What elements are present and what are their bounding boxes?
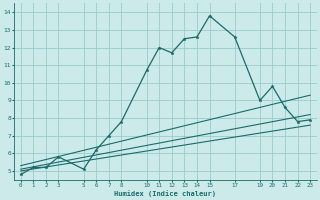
X-axis label: Humidex (Indice chaleur): Humidex (Indice chaleur): [115, 190, 217, 197]
